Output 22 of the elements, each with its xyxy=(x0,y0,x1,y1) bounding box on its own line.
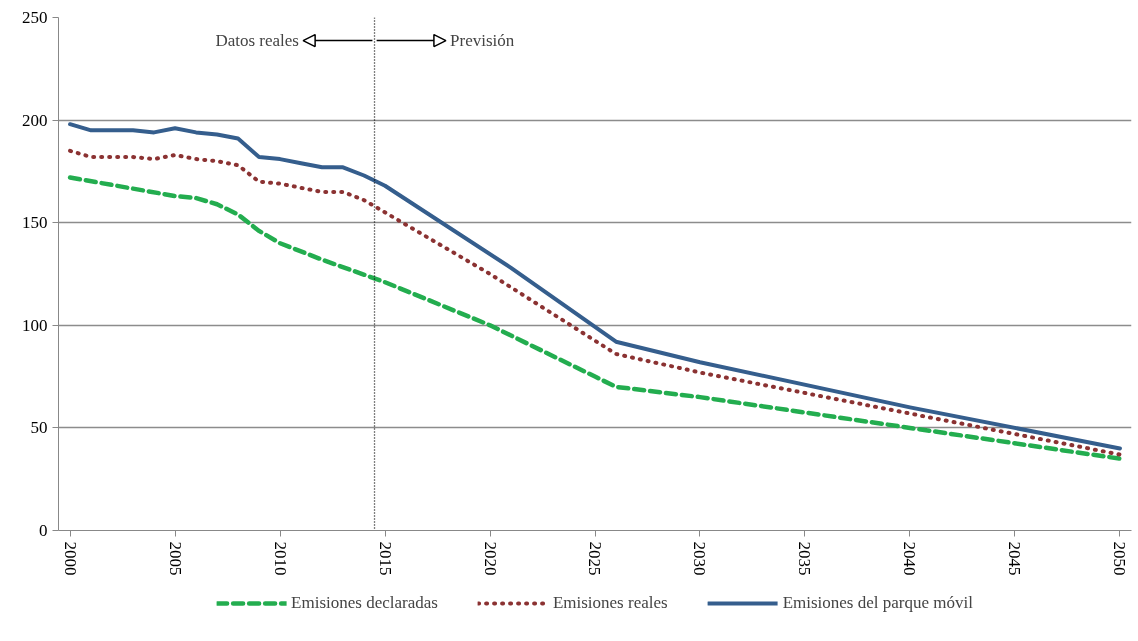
y-tick-label: 150 xyxy=(22,213,48,233)
x-tick-label: 2000 xyxy=(60,541,80,576)
legend-label: Emisiones reales xyxy=(552,593,668,613)
x-tick-label: 2045 xyxy=(1005,541,1025,576)
x-tick-label: 2035 xyxy=(795,541,815,576)
legend-label: Emisiones del parque móvil xyxy=(782,593,973,613)
annotation: Previsión xyxy=(450,31,515,51)
x-tick-label: 2015 xyxy=(375,541,395,576)
x-tick-label: 2025 xyxy=(585,541,605,576)
x-tick-label: 2005 xyxy=(165,541,185,576)
x-tick-label: 2020 xyxy=(480,541,500,576)
legend-label: Emisiones declaradas xyxy=(291,593,438,613)
x-tick-label: 2050 xyxy=(1110,541,1130,576)
x-tick-label: 2040 xyxy=(900,541,920,576)
y-tick-label: 250 xyxy=(22,8,48,27)
y-tick-label: 0 xyxy=(39,521,48,540)
y-tick-label: 200 xyxy=(22,110,48,130)
y-tick-label: 100 xyxy=(22,315,48,335)
y-tick-label: 50 xyxy=(30,418,48,438)
annotation: Datos reales xyxy=(215,31,299,51)
x-tick-label: 2010 xyxy=(270,541,290,576)
x-tick-label: 2030 xyxy=(690,541,710,576)
